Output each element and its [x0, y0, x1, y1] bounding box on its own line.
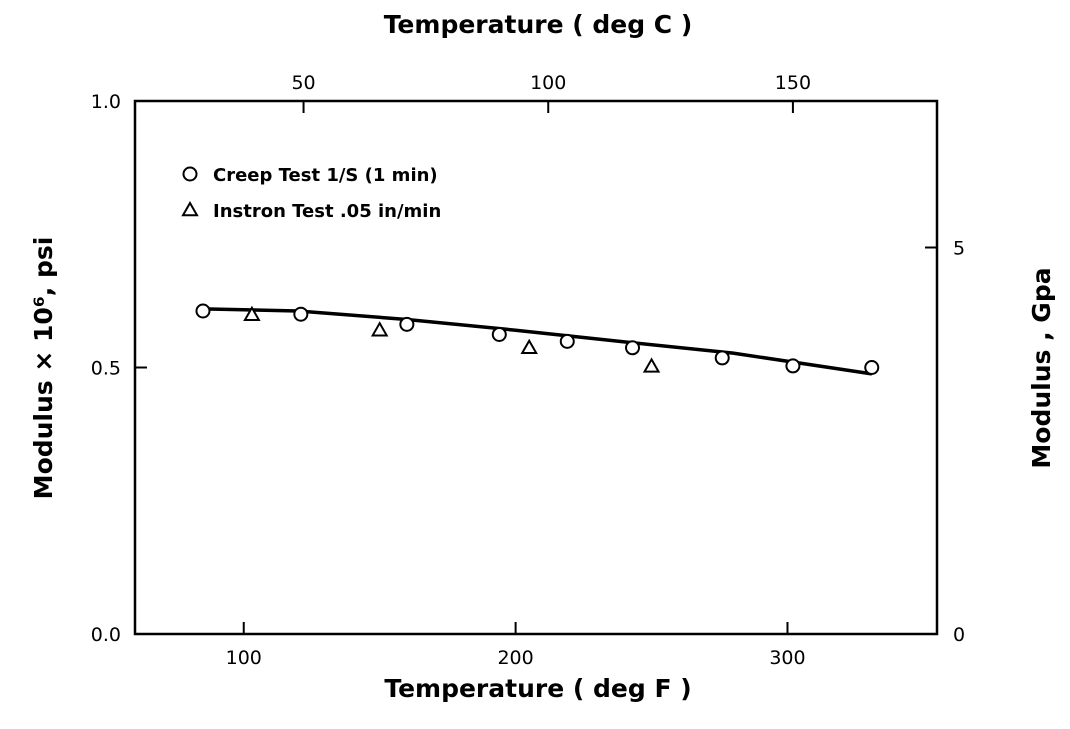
data-points-group [195, 303, 880, 375]
creep-test-point [625, 340, 641, 356]
creep-test-point [399, 316, 415, 332]
legend-label-creep: Creep Test 1/S (1 min) [213, 165, 438, 186]
bottom-axis-title: Temperature ( deg F ) [384, 674, 691, 703]
creep-test-point [559, 333, 575, 349]
y-tick-label: 0.0 [91, 624, 121, 646]
x2-tick-label: 100 [530, 72, 566, 94]
creep-test-point [195, 303, 211, 319]
creep-test-point [714, 350, 730, 366]
x2-tick-label: 50 [291, 72, 315, 94]
y2-tick-label: 5 [953, 237, 965, 259]
legend-circle-marker [182, 166, 198, 182]
instron-test-point [370, 321, 389, 337]
instron-test-point [520, 338, 538, 355]
legend-label-instron: Instron Test .05 in/min [213, 201, 441, 222]
instron-test-point [243, 305, 261, 321]
x-tick-label: 100 [226, 647, 262, 669]
y2-tick-label: 0 [953, 624, 965, 646]
creep-test-point [864, 360, 880, 375]
instron-test-point [642, 357, 661, 373]
legend: Creep Test 1/S (1 min) Instron Test .05 … [181, 165, 441, 222]
creep-test-point [293, 306, 309, 322]
creep-test-point [785, 358, 801, 374]
legend-markers [181, 166, 199, 217]
x-tick-label: 200 [497, 647, 533, 669]
axis-ticks: 100 200 300 50 100 150 0.0 0.5 1.0 0 5 [91, 72, 965, 669]
legend-triangle-marker [181, 200, 199, 217]
x-tick-label: 300 [769, 647, 805, 669]
top-axis-title: Temperature ( deg C ) [384, 10, 693, 39]
y-tick-label: 1.0 [91, 91, 121, 113]
y-tick-label: 0.5 [91, 358, 121, 380]
left-axis-title: Modulus × 10⁶, psi [29, 237, 58, 500]
x2-tick-label: 150 [775, 72, 811, 94]
creep-test-point [491, 326, 507, 342]
right-axis-title: Modulus , Gpa [1027, 267, 1056, 468]
